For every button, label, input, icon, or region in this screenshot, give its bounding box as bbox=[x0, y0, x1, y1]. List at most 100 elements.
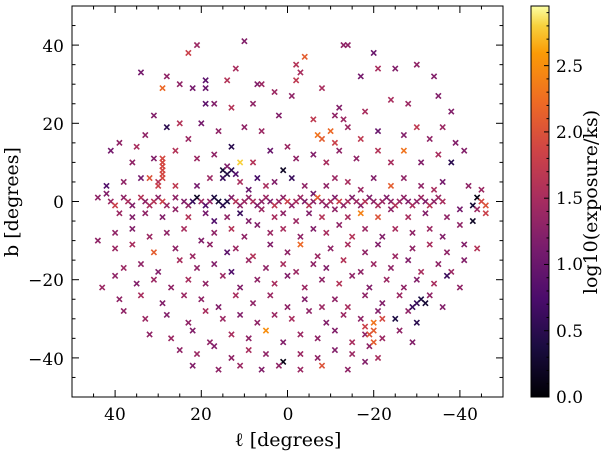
scatter-point-213 bbox=[116, 210, 123, 217]
scatter-point-319 bbox=[254, 276, 261, 283]
cb-tick-label-4: 1.5 bbox=[556, 189, 583, 209]
y-axis-label: b [degrees] bbox=[1, 147, 23, 257]
scatter-point-375 bbox=[146, 331, 153, 338]
scatter-point-418 bbox=[379, 315, 386, 322]
y-tick-label-1: 40 bbox=[42, 37, 64, 57]
scatter-point-277 bbox=[297, 241, 304, 248]
scatter-point-115 bbox=[271, 178, 278, 186]
scatter-point-335 bbox=[137, 292, 145, 299]
scatter-point-300 bbox=[310, 260, 317, 268]
scatter-point-28 bbox=[211, 100, 218, 107]
scatter-point-323 bbox=[318, 276, 326, 283]
scatter-point-293 bbox=[193, 264, 201, 272]
scatter-point-385 bbox=[331, 327, 339, 334]
scatter-point-354 bbox=[120, 307, 127, 315]
scatter-point-18 bbox=[374, 65, 382, 72]
scatter-point-281 bbox=[361, 249, 369, 256]
cb-tick-label-3: 1.0 bbox=[556, 255, 583, 275]
scatter-point-87 bbox=[435, 151, 442, 158]
scatter-point-25 bbox=[176, 81, 183, 88]
scatter-point-416 bbox=[361, 358, 369, 365]
colorbar-ticks bbox=[544, 12, 549, 398]
scatter-point-78 bbox=[292, 155, 300, 162]
scatter-point-2 bbox=[185, 49, 192, 57]
scatter-point-312 bbox=[133, 280, 140, 287]
scatter-point-407 bbox=[361, 323, 369, 330]
scatter-point-48 bbox=[185, 135, 192, 143]
scatter-point-239 bbox=[469, 217, 476, 225]
scatter-point-62 bbox=[400, 131, 408, 139]
scatter-point-232 bbox=[357, 210, 364, 217]
scatter-point-66 bbox=[452, 139, 459, 147]
scatter-point-56 bbox=[318, 135, 326, 143]
scatter-point-270 bbox=[189, 253, 196, 260]
scatter-point-383 bbox=[297, 331, 304, 338]
scatter-point-342 bbox=[267, 292, 274, 299]
scatter-point-321 bbox=[284, 272, 291, 279]
scatter-point-67 bbox=[107, 147, 114, 154]
scatter-point-21 bbox=[413, 61, 420, 68]
cb-tick-label-5: 2.0 bbox=[556, 123, 583, 143]
scatter-point-296 bbox=[245, 256, 252, 264]
scatter-point-298 bbox=[280, 260, 287, 268]
scatter-point-405 bbox=[370, 339, 377, 346]
scatter-point-110 bbox=[206, 174, 214, 182]
scatter-point-384 bbox=[314, 335, 321, 342]
scatter-point-278 bbox=[314, 253, 321, 260]
scatter-point-297 bbox=[262, 264, 270, 272]
scatter-point-75 bbox=[249, 159, 257, 166]
scatter-point-339 bbox=[215, 303, 222, 311]
scatter-point-20 bbox=[392, 65, 399, 72]
scatter-point-252 bbox=[280, 225, 287, 233]
scatter-point-83 bbox=[374, 147, 382, 154]
scatter-point-280 bbox=[344, 241, 352, 248]
scatter-point-26 bbox=[189, 84, 196, 92]
scatter-point-272 bbox=[223, 249, 231, 256]
scatter-point-301 bbox=[323, 264, 330, 272]
scatter-point-406 bbox=[366, 331, 373, 338]
scatter-point-114 bbox=[262, 182, 270, 190]
scatter-point-395 bbox=[228, 354, 235, 362]
scatter-point-73 bbox=[228, 143, 235, 150]
scatter-point-243 bbox=[146, 233, 153, 240]
y-tick-label-3: 0 bbox=[53, 193, 64, 213]
scatter-point-325 bbox=[348, 272, 356, 279]
scatter-point-261 bbox=[409, 229, 416, 236]
scatter-point-255 bbox=[323, 229, 330, 236]
scatter-point-22 bbox=[430, 73, 438, 80]
scatter-point-130 bbox=[465, 182, 472, 190]
scatter-point-393 bbox=[193, 350, 201, 358]
scatter-point-400 bbox=[314, 354, 321, 362]
scatter-point-38 bbox=[387, 96, 395, 104]
scatter-point-39 bbox=[405, 100, 412, 107]
scatter-point-396 bbox=[245, 346, 252, 354]
scatter-point-417 bbox=[370, 319, 377, 326]
scatter-point-135 bbox=[111, 202, 119, 209]
scatter-point-76 bbox=[267, 147, 274, 154]
scatter-point-145 bbox=[163, 202, 170, 209]
scatter-point-84 bbox=[387, 159, 395, 166]
scatter-point-65 bbox=[439, 124, 446, 131]
scatter-point-382 bbox=[280, 339, 287, 346]
scatter-point-207 bbox=[439, 198, 446, 205]
scatter-point-362 bbox=[271, 311, 278, 319]
scatter-point-226 bbox=[280, 210, 287, 217]
scatter-point-349 bbox=[379, 299, 386, 307]
scatter-point-41 bbox=[448, 108, 455, 115]
scatter-point-216 bbox=[159, 213, 166, 221]
scatter-point-79 bbox=[310, 151, 317, 158]
scatter-point-27 bbox=[202, 100, 209, 107]
scatter-point-412 bbox=[275, 362, 283, 369]
scatter-point-344 bbox=[301, 296, 308, 303]
scatter-point-318 bbox=[236, 284, 244, 291]
scatter-point-59 bbox=[344, 124, 352, 131]
scatter-point-415 bbox=[344, 366, 352, 373]
scatter-point-220 bbox=[211, 217, 218, 225]
scatter-point-61 bbox=[374, 127, 382, 135]
scatter-point-358 bbox=[202, 307, 209, 315]
scatter-point-222 bbox=[236, 210, 244, 217]
scatter-point-254 bbox=[310, 225, 317, 233]
scatter-point-285 bbox=[426, 241, 433, 248]
scatter-point-299 bbox=[292, 268, 300, 276]
scatter-point-308 bbox=[435, 260, 442, 268]
